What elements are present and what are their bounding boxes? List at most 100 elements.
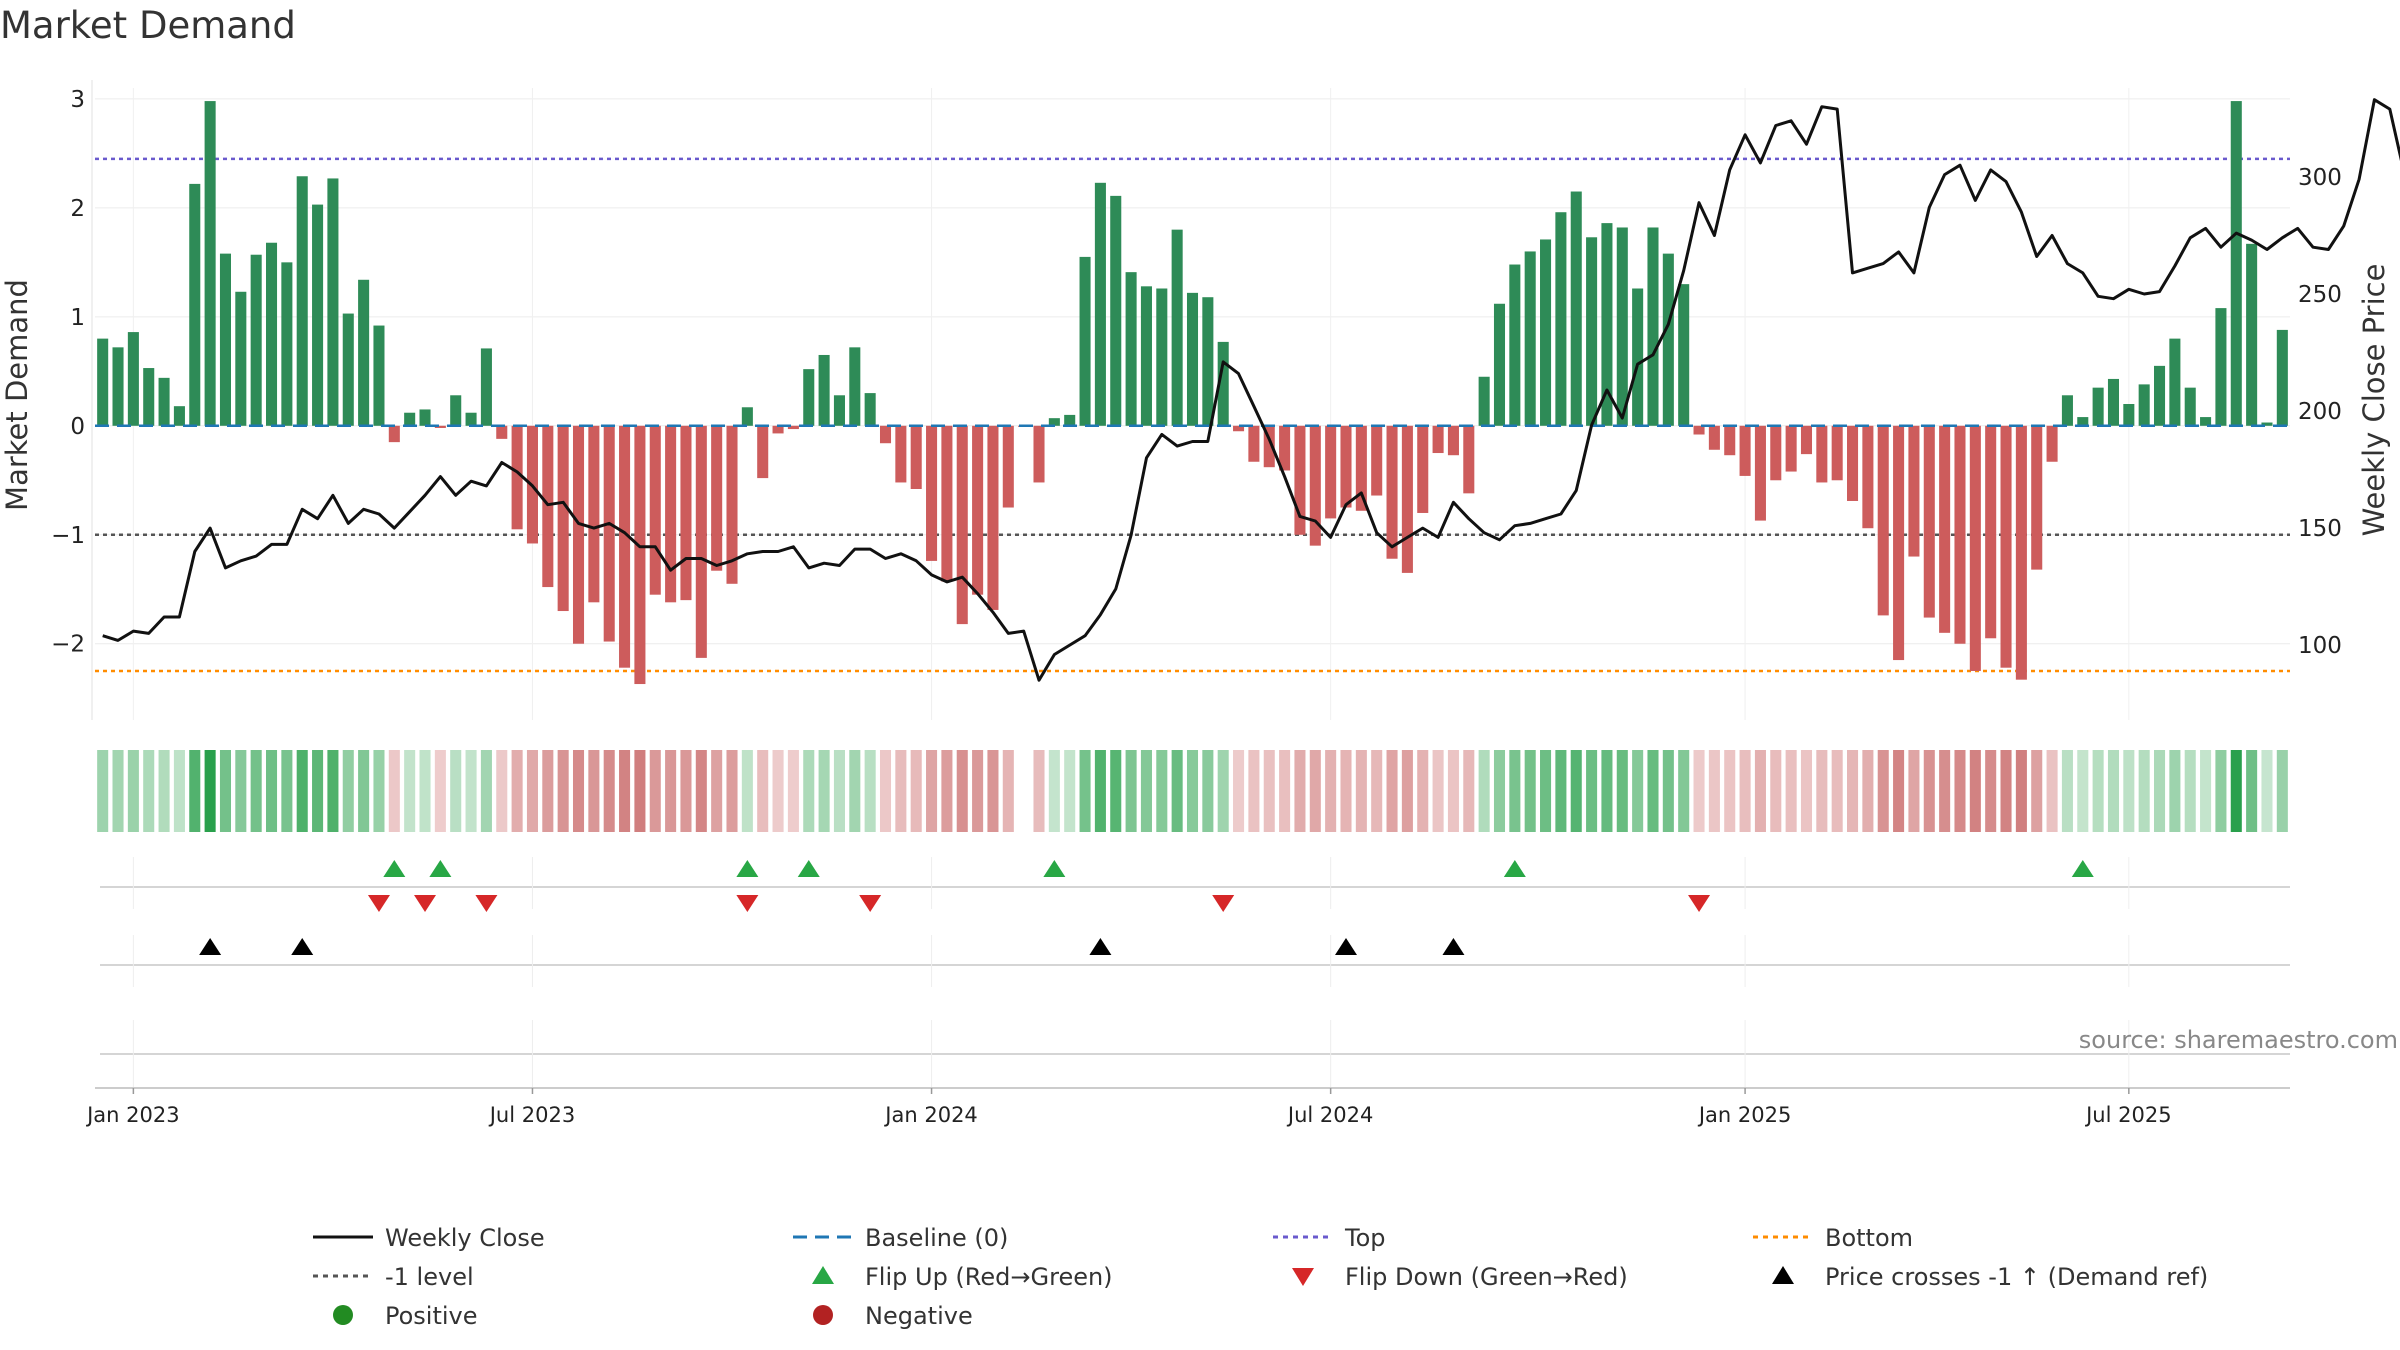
demand-bar [1893,425,1905,661]
demand-bar [1724,425,1736,456]
y-tick-label-right: 250 [2298,282,2342,308]
heat-strip-cell [1524,750,1536,832]
heat-strip-cell [757,750,769,832]
heat-strip-cell [1647,750,1659,832]
flip-down-marker [414,895,437,912]
flip-up-marker [797,860,820,877]
demand-bar [1509,264,1521,426]
demand-bar [1800,425,1813,455]
demand-bar [1140,286,1152,426]
legend: Weekly Close Baseline (0) Top Bottom -1 leve… [313,1224,2208,1330]
heat-strip-cell [219,750,231,832]
heat-strip-cell [235,750,247,832]
y-axis-left: 3 2 1 0 −1 −2 [51,87,85,658]
heat-strip-cell [649,750,661,832]
legend-swatch-triangle-up [812,1266,834,1284]
demand-bar [2230,101,2242,426]
x-tick-label: Jan 2023 [85,1103,180,1127]
legend-swatch-circle [333,1305,353,1325]
heat-strip-cell [603,750,615,832]
heat-strip-cell [2276,750,2288,832]
demand-bar [1555,212,1567,426]
legend-label: Negative [865,1302,973,1330]
heat-strip-cell [741,750,753,832]
heat-strip-cell [2169,750,2181,832]
heat-strip-cell [2015,750,2027,832]
heat-strip-cell [2246,750,2258,832]
demand-bar [112,347,124,426]
demand-bar [2184,387,2196,426]
heat-strip-cell [1923,750,1935,832]
chart-title: Market Demand [0,4,296,47]
demand-bar [1923,425,1935,618]
heat-strip-cell [1233,750,1245,832]
demand-bar [1371,425,1383,496]
demand-bar [542,425,554,588]
heat-strip-cell [941,750,953,832]
demand-bar [711,425,723,571]
demand-bar [127,332,139,426]
price-cross-marker [1089,938,1112,955]
demand-bar [358,279,370,426]
weekly-close-layer [102,98,2400,682]
demand-bar [373,325,385,426]
heat-strip-cell [419,750,431,832]
flip-down-marker [475,895,498,912]
y-tick-label-right: 300 [2298,165,2342,191]
demand-bar [634,425,646,685]
heat-strip-cell [542,750,554,832]
flip-up-marker [383,860,406,877]
demand-bar [665,425,677,603]
demand-bars [97,101,2288,685]
y-tick-label-right: 150 [2298,516,2342,542]
heat-strip-cell [2230,750,2242,832]
heat-strip-cell [910,750,922,832]
y-tick-label-left: 1 [70,305,85,331]
demand-bar [2077,417,2089,426]
demand-bar [1263,425,1275,468]
demand-bar [1493,303,1506,426]
y-tick-label-left: 0 [70,414,85,440]
demand-bar [342,313,354,426]
demand-bar [1985,425,1997,639]
y-tick-label-left: 3 [70,87,85,113]
heat-strip-cell [1325,750,1337,832]
demand-bar [2215,308,2227,426]
heat-strip-cell [265,750,278,832]
heat-strip-cell [2046,750,2058,832]
demand-bar [158,377,170,426]
demand-bar [1693,425,1705,435]
heat-strip-cell [1417,750,1429,832]
heat-strip-cell [1355,750,1367,832]
heat-strip-cell [465,750,477,832]
x-axis: Jan 2023 Jul 2023 Jan 2024 Jul 2024 Jan 2025… [85,1087,2290,1127]
demand-bar [465,412,477,426]
heat-strip-cell [127,750,139,832]
heat-strip-cell [833,750,845,832]
heat-strip-cell [1401,750,1413,832]
heat-strip-cell [1509,750,1521,832]
heat-strip-cell [1678,750,1690,832]
demand-bar [787,425,799,430]
demand-bar [1417,425,1429,513]
heat-strip-cell [1908,750,1920,832]
heat-strip-cell [557,750,569,832]
demand-bar [1862,425,1874,529]
y-axis-label-right: Weekly Close Price [2357,264,2391,537]
heat-strip-cell [1094,750,1106,832]
heat-strip-cell [1816,750,1828,832]
demand-bar [1570,191,1582,426]
demand-bar [1033,425,1045,483]
demand-bar [1217,341,1229,426]
price-cross-marker [199,938,222,955]
y-tick-label-left: −1 [51,523,85,549]
demand-bar [1110,195,1122,426]
heat-strip-cell [1739,750,1751,832]
heat-strip-cell [1217,750,1229,832]
demand-bar [419,409,431,426]
legend-label: Price crosses -1 ↑ (Demand ref) [1825,1263,2208,1291]
demand-bar [388,425,400,443]
heat-strip-cell [342,750,354,832]
price-cross-marker [1334,938,1357,955]
heat-strip-cell [1079,750,1091,832]
